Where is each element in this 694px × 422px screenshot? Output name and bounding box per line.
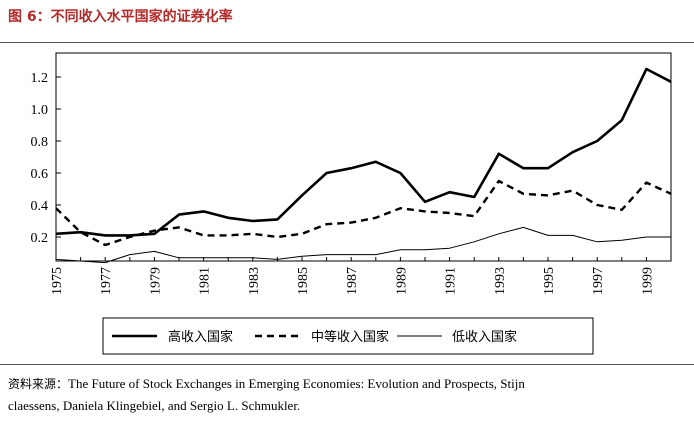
y-axis: 0.2 0.4 0.6 0.8 1.0 1.2 — [31, 71, 61, 246]
series-line-2 — [55, 179, 672, 247]
x-tick-label: 1995 — [542, 267, 557, 295]
y-tick-label: 1.0 — [31, 103, 49, 118]
y-tick-label: 0.4 — [31, 199, 49, 214]
y-tick-label: 0.2 — [31, 231, 49, 246]
bottom-rule — [0, 364, 694, 365]
source-line-2: claessens, Daniela Klingebiel, and Sergi… — [8, 398, 301, 413]
source-line-1: The Future of Stock Exchanges in Emergin… — [68, 376, 525, 391]
series-line-3 — [55, 226, 671, 264]
y-tick-label: 1.2 — [31, 71, 49, 86]
x-tick-label: 1993 — [493, 267, 508, 295]
legend-label-2: 中等收入国家 — [311, 329, 389, 345]
x-tick-label: 1981 — [198, 267, 213, 295]
series-line-1 — [55, 67, 672, 237]
plot-frame — [55, 52, 672, 262]
x-tick-label: 1977 — [99, 267, 114, 295]
source-note: 资料来源：The Future of Stock Exchanges in Em… — [8, 373, 688, 417]
x-tick-label: 1999 — [640, 267, 655, 295]
x-tick-label: 1987 — [345, 267, 360, 295]
legend-box — [102, 317, 594, 355]
x-axis: 1975 1977 1979 1981 1983 1985 1987 1989 1991 1993… — [50, 257, 672, 295]
x-tick-label: 1983 — [247, 267, 262, 295]
y-tick-label: 0.8 — [31, 135, 49, 150]
legend: 高收入国家 中等收入国家 低收入国家 — [102, 317, 594, 355]
source-label: 资料来源： — [8, 377, 69, 391]
x-tick-label: 1979 — [148, 267, 163, 295]
x-tick-label: 1997 — [591, 267, 606, 295]
line-chart: 0.20.40.60.81.01.2 1975 1977 1979 1981 1983 1… — [31, 52, 672, 355]
top-rule — [0, 42, 694, 43]
x-tick-label: 1975 — [50, 267, 65, 295]
x-tick-label: 1985 — [296, 267, 311, 295]
x-tick-label: 1991 — [444, 267, 459, 295]
y-tick-label: 0.6 — [31, 167, 49, 182]
legend-label-3: 低收入国家 — [452, 329, 517, 345]
legend-label-1: 高收入国家 — [168, 329, 233, 345]
x-tick-label: 1989 — [394, 267, 409, 295]
figure-title: 图 6：不同收入水平国家的证券化率 — [8, 9, 233, 25]
series-lines — [55, 67, 672, 264]
